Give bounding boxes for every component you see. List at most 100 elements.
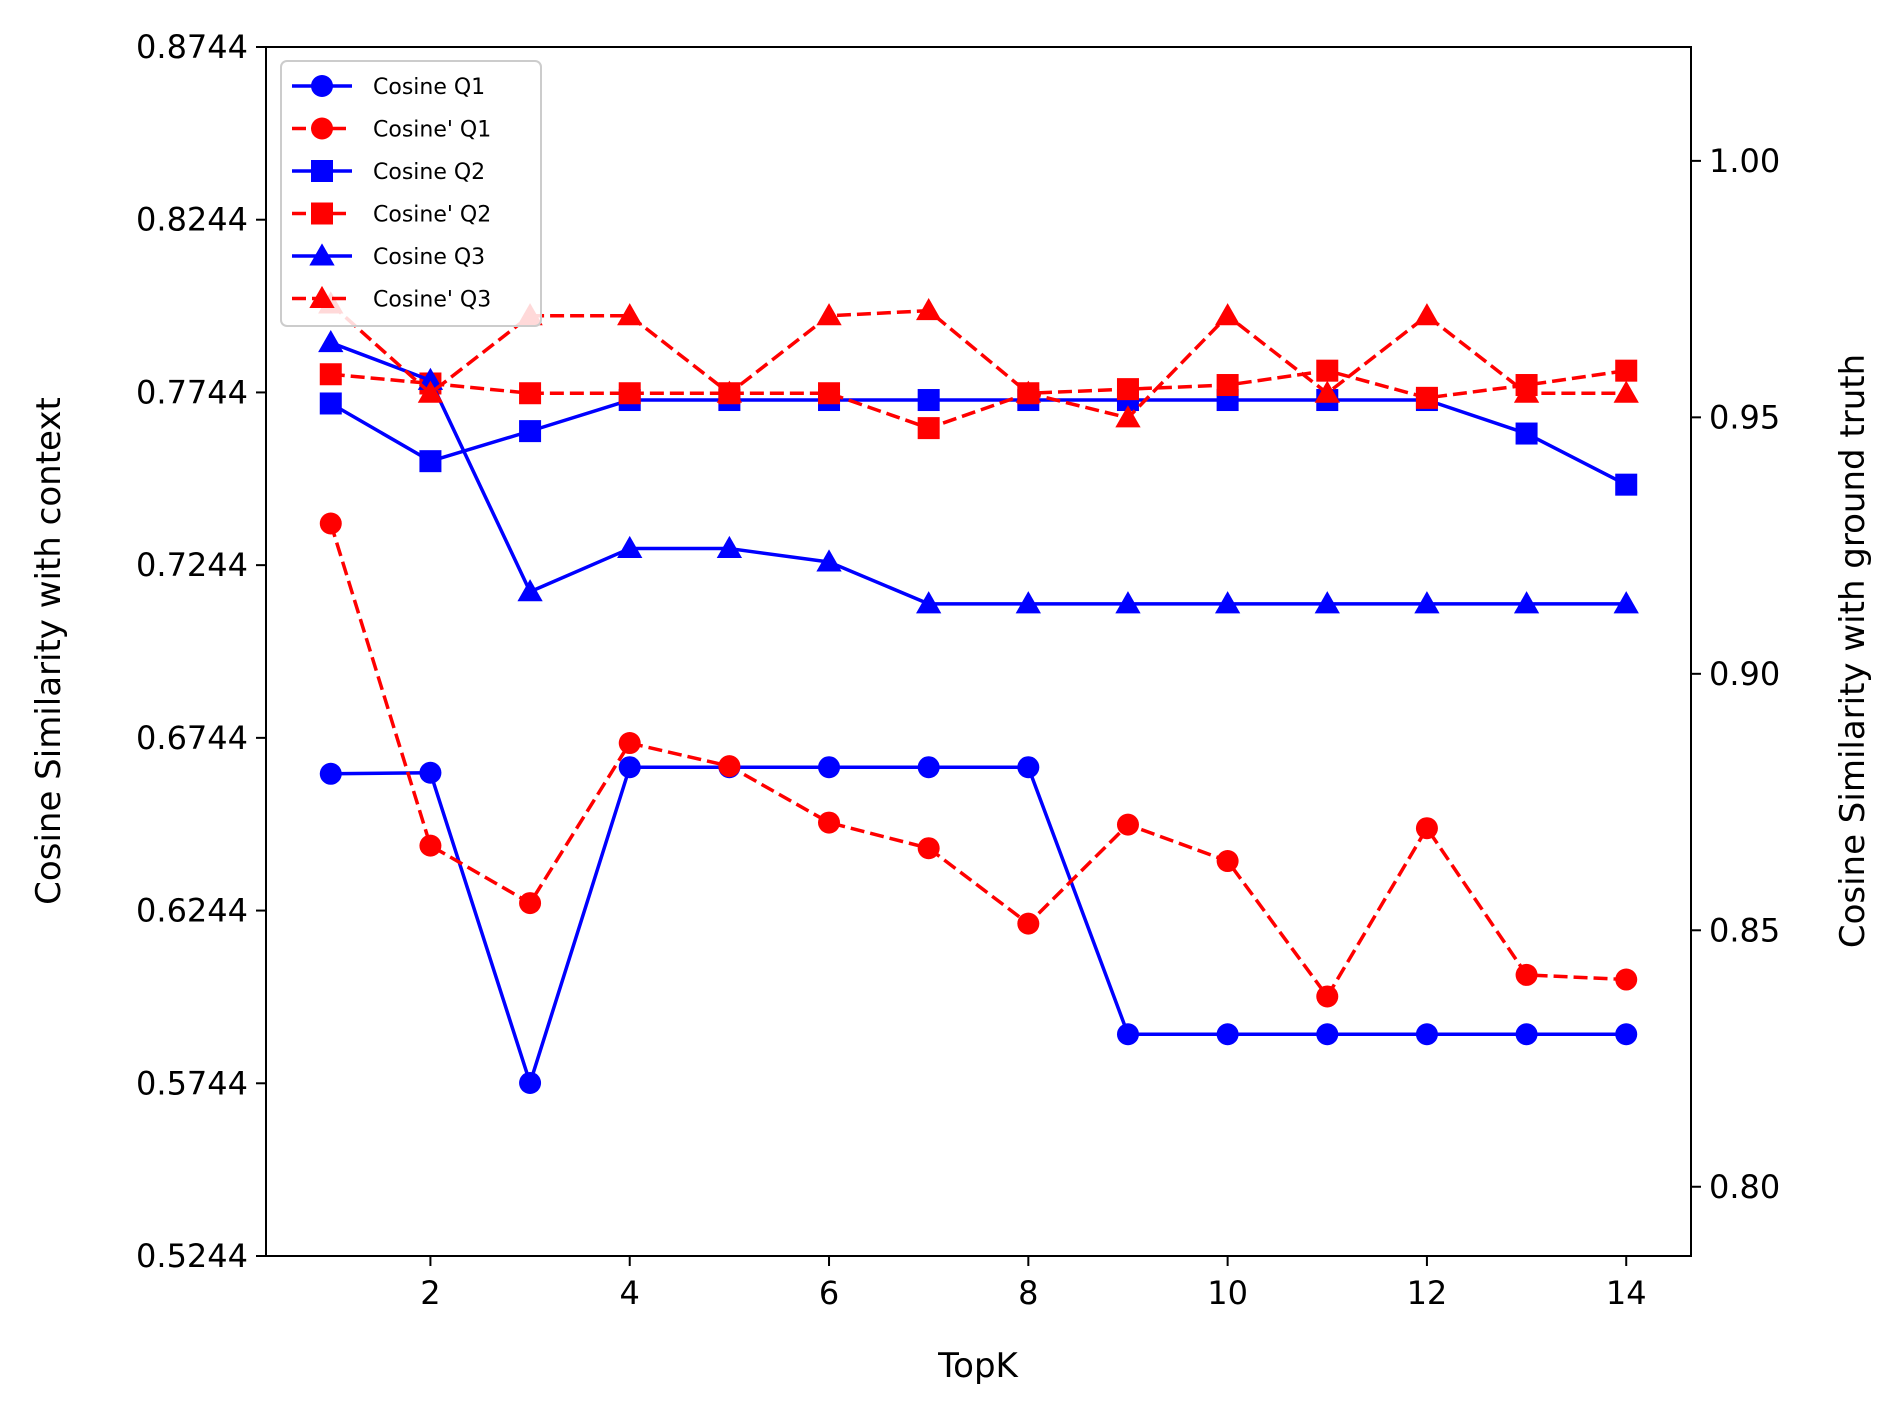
series-line-cosine-q2 [329, 398, 1628, 487]
data-point-cosine-q1 [1316, 1023, 1339, 1046]
series-cosine-prime-q1 [319, 512, 1638, 1008]
y-axis-label-right: Cosine Similarity with ground truth [1833, 354, 1873, 948]
y-left-tick-label: 0.5744 [136, 1064, 248, 1102]
data-point-cosine-prime-q3 [1613, 380, 1639, 403]
data-point-cosine-prime-q2 [1615, 359, 1638, 382]
data-point-cosine-prime-q2 [1116, 378, 1139, 401]
y-right-tick-label: 1.00 [1709, 142, 1780, 180]
data-point-cosine-q3 [617, 535, 643, 559]
legend-marker-cosine-prime-q1 [311, 117, 333, 140]
data-point-cosine-q3 [816, 549, 842, 572]
series-layer [318, 291, 1639, 1094]
legend-marker-cosine-prime-q3 [309, 285, 335, 308]
y-left-tick-label: 0.5244 [136, 1237, 248, 1275]
y-right-tick-label: 0.95 [1709, 398, 1780, 436]
data-point-cosine-q1 [419, 761, 442, 784]
data-point-cosine-prime-q3 [1414, 303, 1440, 326]
data-point-cosine-prime-q1 [718, 755, 741, 778]
y-axis-label-left: Cosine Similarity with context [29, 397, 69, 905]
data-point-cosine-prime-q1 [1415, 817, 1438, 840]
y-right-tick-label: 0.85 [1709, 911, 1780, 949]
plot-frame [265, 46, 1692, 1257]
legend-label-cosine-prime-q2: Cosine' Q2 [373, 203, 491, 228]
data-point-cosine-prime-q3 [916, 298, 942, 321]
x-tick-label: 10 [1207, 1274, 1248, 1312]
data-point-cosine-q1 [618, 756, 641, 779]
data-point-cosine-prime-q1 [1116, 813, 1139, 836]
data-point-cosine-prime-q1 [1615, 968, 1638, 991]
data-point-cosine-q3 [1214, 591, 1241, 614]
data-point-cosine-prime-q3 [1314, 380, 1340, 403]
data-point-cosine-prime-q2 [1415, 386, 1438, 409]
data-point-cosine-q3 [1613, 591, 1639, 614]
legend-label-cosine-q2: Cosine Q2 [373, 160, 485, 185]
data-point-cosine-q1 [319, 762, 342, 785]
series-line-cosine-prime-q1 [329, 523, 1627, 999]
data-point-cosine-prime-q1 [1216, 850, 1239, 873]
x-tick-label: 12 [1407, 1274, 1448, 1312]
data-point-cosine-q3 [417, 367, 444, 390]
data-point-cosine-prime-q1 [519, 892, 542, 915]
data-point-cosine-prime-q2 [917, 417, 940, 440]
data-point-cosine-prime-q2 [319, 363, 342, 386]
data-point-cosine-prime-q3 [716, 380, 743, 403]
data-point-cosine-prime-q3 [1015, 380, 1041, 403]
y-right-tick-label: 0.80 [1709, 1168, 1780, 1206]
data-point-cosine-q3 [1314, 591, 1340, 614]
legend-box [280, 60, 542, 327]
data-point-cosine-q1 [1415, 1023, 1438, 1046]
data-point-cosine-q1 [1615, 1023, 1638, 1046]
data-point-cosine-prime-q1 [818, 811, 841, 834]
x-tick-label: 4 [620, 1274, 640, 1312]
data-point-cosine-prime-q2 [1316, 359, 1339, 382]
data-point-cosine-q3 [716, 535, 743, 559]
data-point-cosine-prime-q3 [417, 380, 444, 403]
data-point-cosine-prime-q1 [1017, 912, 1040, 935]
data-point-cosine-q1 [818, 756, 841, 779]
data-point-cosine-q2 [419, 450, 442, 473]
legend-label-cosine-prime-q1: Cosine' Q1 [373, 118, 491, 143]
data-point-cosine-prime-q1 [1316, 985, 1339, 1008]
y-left-tick-label: 0.6244 [136, 892, 248, 930]
y-left-tick-label: 0.6744 [136, 719, 248, 757]
data-point-cosine-prime-q1 [1515, 963, 1538, 986]
data-point-cosine-q2 [319, 392, 342, 415]
x-tick-label: 2 [420, 1274, 440, 1312]
data-point-cosine-prime-q2 [1216, 374, 1239, 397]
data-point-cosine-q3 [1513, 591, 1540, 614]
data-point-cosine-q1 [1216, 1023, 1239, 1046]
data-point-cosine-prime-q3 [1513, 380, 1540, 403]
legend-marker-cosine-q2 [311, 160, 333, 182]
legend: Cosine Q1 Cosine' Q1 Cosine Q2 Cosine' Q2 Co… [280, 60, 542, 327]
data-point-cosine-q3 [1015, 591, 1041, 614]
x-axis-label: TopK [937, 1346, 1019, 1386]
data-point-cosine-q2 [1615, 473, 1638, 496]
data-point-cosine-q3 [1115, 591, 1141, 614]
axis-layer: 2 4 6 8 10 12 14 0.5244 0.5744 0.6244 0.6744 0.7244… [136, 28, 1780, 1312]
data-point-cosine-prime-q2 [618, 382, 641, 405]
data-point-cosine-q1 [1116, 1023, 1139, 1046]
legend-label-cosine-prime-q3: Cosine' Q3 [373, 288, 491, 313]
data-point-cosine-prime-q3 [1115, 405, 1141, 428]
data-point-cosine-q1 [917, 756, 940, 779]
data-point-cosine-prime-q2 [519, 382, 542, 405]
data-point-cosine-prime-q3 [1214, 303, 1241, 326]
y-right-tick-label: 0.90 [1709, 655, 1780, 693]
legend-label-cosine-q1: Cosine Q1 [373, 75, 485, 100]
y-left-tick-label: 0.7244 [136, 546, 248, 584]
data-point-cosine-q1 [519, 1071, 542, 1094]
data-point-cosine-prime-q1 [618, 732, 641, 755]
legend-marker-cosine-prime-q2 [311, 202, 333, 225]
data-point-cosine-prime-q1 [419, 834, 442, 857]
legend-label-cosine-q3: Cosine Q3 [373, 245, 485, 270]
data-point-cosine-prime-q3 [816, 303, 842, 326]
data-point-cosine-prime-q2 [818, 382, 841, 405]
series-line-cosine-q1 [330, 765, 1627, 1085]
data-point-cosine-q1 [1017, 756, 1040, 779]
data-point-cosine-q2 [917, 389, 940, 412]
legend-marker-cosine-q3 [309, 243, 335, 266]
y-left-tick-label: 0.7744 [136, 373, 248, 411]
x-tick-label: 6 [819, 1274, 839, 1312]
x-tick-label: 14 [1606, 1274, 1647, 1312]
